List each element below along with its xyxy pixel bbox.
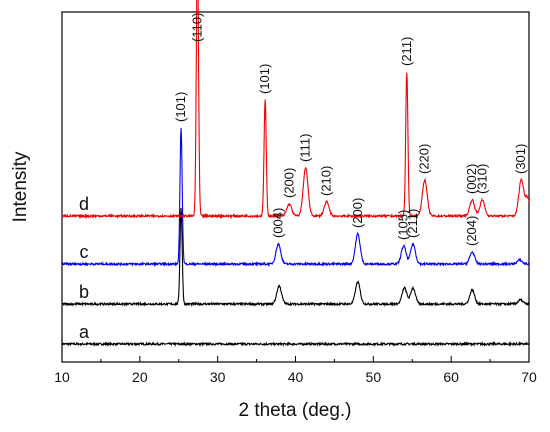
series-label-d: d [79,194,89,214]
series-labels: abc d [79,194,90,342]
peak-label: (310) [474,164,489,194]
x-tick-label: 30 [210,369,226,385]
x-tick-label: 10 [54,369,70,385]
peak-label: (211) [399,37,414,66]
peak-label: (101) [257,64,272,94]
series-line-a [61,340,530,348]
peak-label: (200) [350,198,365,228]
series-label-c: c [80,242,89,262]
x-axis-label: 2 theta (deg.) [238,400,351,421]
series-line-c [61,128,530,268]
peak-label: (211) [405,209,420,238]
peak-label: (004) [270,208,285,238]
peak-label: (002) [464,164,479,194]
peak-label: (110) [189,13,204,42]
peak-label: (301) [513,144,528,174]
x-tick-label: 60 [443,369,459,385]
peak-label: (210) [319,166,334,196]
peak-label: (220) [417,144,432,174]
x-tick-label: 20 [132,369,148,385]
peak-labels: (101)(004) (200) (105)(211) (204)(110)(101)… [173,13,528,246]
y-axis-label: Intensity [10,151,31,222]
peak-label: (101) [173,92,188,122]
x-axis: 10 20 30 40 50 60 70 [54,356,537,385]
x-tick-label: 70 [521,369,537,385]
peak-label: (105) [396,210,411,240]
series-label-a: a [79,322,90,342]
peak-label: (200) [281,168,296,198]
x-tick-label: 40 [288,369,304,385]
series-label-b: b [79,282,89,302]
peak-label: (111) [298,134,313,162]
x-tick-label: 50 [366,369,382,385]
series-group [61,0,530,348]
series-line-d [61,0,530,220]
series-line-b [61,207,530,308]
peak-label: (204) [464,216,479,246]
